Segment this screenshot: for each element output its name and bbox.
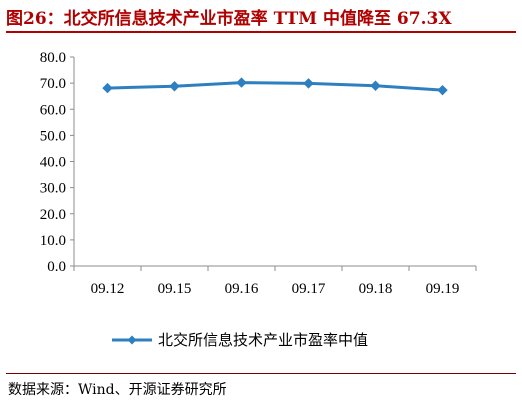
y-tick-label: 70.0 (40, 76, 66, 92)
x-tick-label: 09.17 (292, 281, 326, 297)
data-point-marker (370, 80, 381, 91)
y-tick-label: 0.0 (47, 259, 66, 275)
data-point-marker (102, 82, 113, 94)
data-point-marker (169, 81, 180, 92)
series-line (107, 81, 443, 92)
line-chart: 0.0 10.0 20.0 30.0 40.0 50.0 60.0 70.0 80.0 09.12… (40, 50, 477, 349)
y-tick-label: 40.0 (40, 155, 66, 171)
title-rule (6, 31, 516, 33)
y-tick-label: 10.0 (40, 233, 66, 249)
x-tick-label: 09.18 (359, 281, 393, 297)
source-note: 数据来源：Wind、开源证券研究所 (8, 382, 227, 398)
chart-title: 图26：北交所信息技术产业市盈率 TTM 中值降至 67.3X (6, 9, 452, 29)
y-tick-label: 30.0 (40, 181, 66, 197)
data-point-marker (236, 77, 247, 88)
legend-swatch-marker (127, 335, 137, 345)
data-point-marker (437, 84, 448, 96)
y-tick-label: 80.0 (40, 50, 66, 66)
source-rule (6, 373, 516, 374)
y-tick-label: 60.0 (40, 102, 66, 118)
x-tick-label: 09.16 (225, 281, 259, 297)
x-tick-label: 09.19 (426, 281, 460, 297)
legend-label: 北交所信息技术产业市盈率中值 (158, 331, 368, 349)
data-point-marker (303, 78, 314, 89)
y-tick-label: 50.0 (40, 128, 66, 144)
y-tick-label: 20.0 (40, 207, 66, 223)
x-tick-label: 09.12 (91, 281, 125, 297)
x-tick-label: 09.15 (158, 281, 192, 297)
